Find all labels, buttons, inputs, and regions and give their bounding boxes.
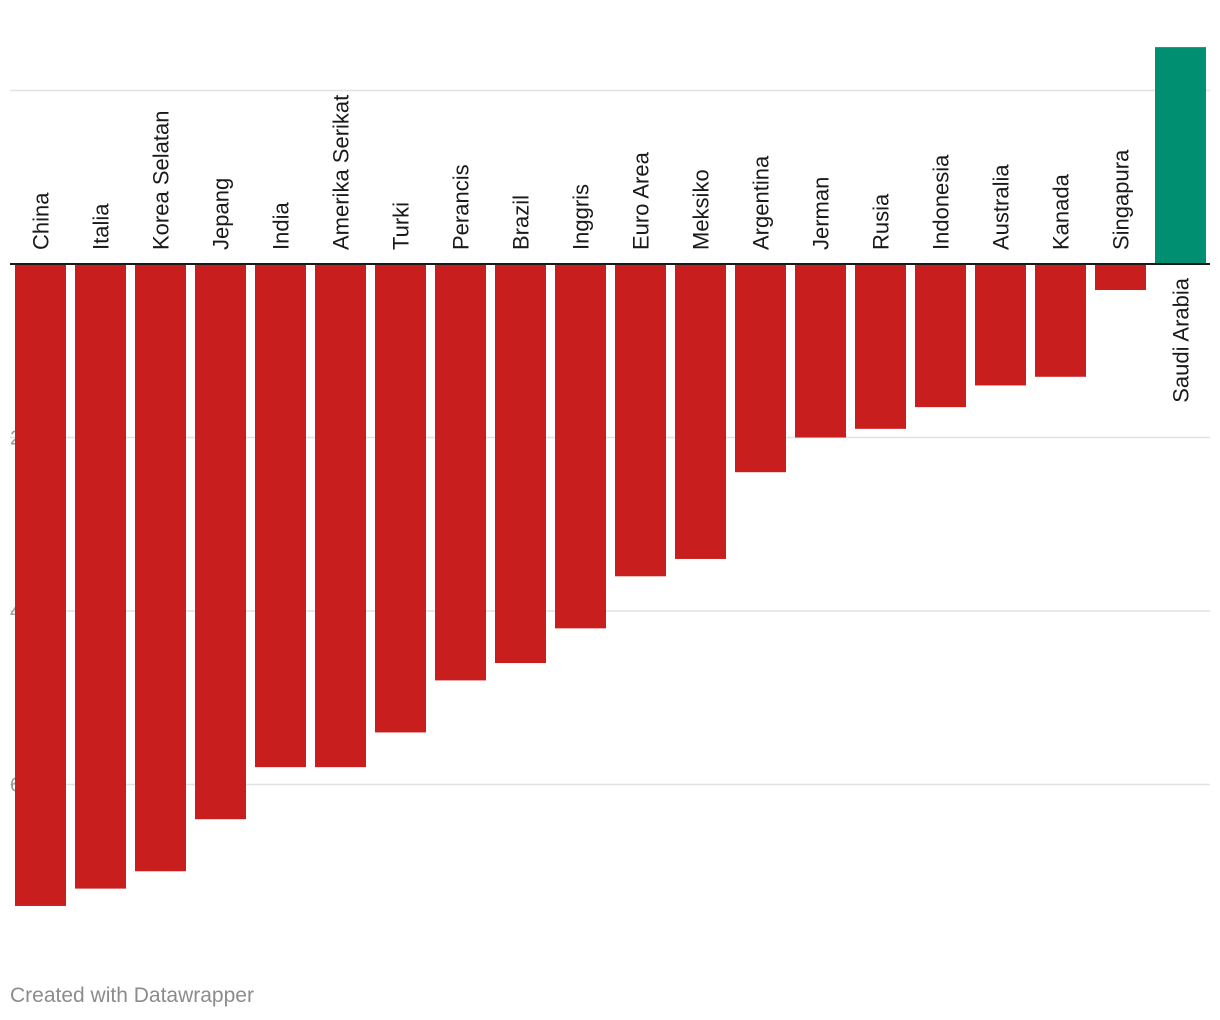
gridlines xyxy=(10,89,1210,786)
bar-amerika-serikat xyxy=(315,264,366,768)
category-label: India xyxy=(269,202,294,250)
footer-credit: Created with Datawrapper xyxy=(10,984,254,1007)
bar-euro-area xyxy=(615,264,666,577)
category-label: Perancis xyxy=(449,164,474,250)
category-label: Meksiko xyxy=(689,169,714,250)
category-label: Jepang xyxy=(209,178,234,250)
bar-korea-selatan xyxy=(135,264,186,872)
category-label: Singapura xyxy=(1109,149,1134,250)
bar-indonesia xyxy=(915,264,966,408)
bar-italia xyxy=(75,264,126,889)
bar-saudi-arabia xyxy=(1155,47,1206,264)
category-label: Euro Area xyxy=(629,151,654,250)
category-label: Australia xyxy=(989,164,1014,250)
bar-singapura xyxy=(1095,264,1146,291)
bars xyxy=(15,47,1206,906)
bar-brazil xyxy=(495,264,546,664)
category-label: Kanada xyxy=(1049,173,1074,250)
category-label: China xyxy=(29,192,54,250)
category-label: Turki xyxy=(389,202,414,250)
bar-china xyxy=(15,264,66,906)
category-label: Italia xyxy=(89,203,114,250)
bar-turki xyxy=(375,264,426,733)
category-label: Brazil xyxy=(509,195,534,250)
bar-jepang xyxy=(195,264,246,820)
bar-india xyxy=(255,264,306,768)
category-label: Jerman xyxy=(809,177,834,250)
category-label: Indonesia xyxy=(929,154,954,250)
bar-perancis xyxy=(435,264,486,681)
category-labels: China Italia Korea Selatan Jepang India Ameri… xyxy=(29,95,1194,403)
bar-kanada xyxy=(1035,264,1086,377)
bar-inggris xyxy=(555,264,606,629)
category-label: Korea Selatan xyxy=(149,111,174,250)
category-label: Argentina xyxy=(749,155,774,250)
bar-jerman xyxy=(795,264,846,438)
category-label: Rusia xyxy=(869,193,894,250)
category-label: Inggris xyxy=(569,184,594,250)
bar-australia xyxy=(975,264,1026,386)
category-label: Amerika Serikat xyxy=(329,95,354,250)
bar-argentina xyxy=(735,264,786,473)
bar-rusia xyxy=(855,264,906,429)
bar-meksiko xyxy=(675,264,726,559)
category-label: Saudi Arabia xyxy=(1169,277,1194,403)
